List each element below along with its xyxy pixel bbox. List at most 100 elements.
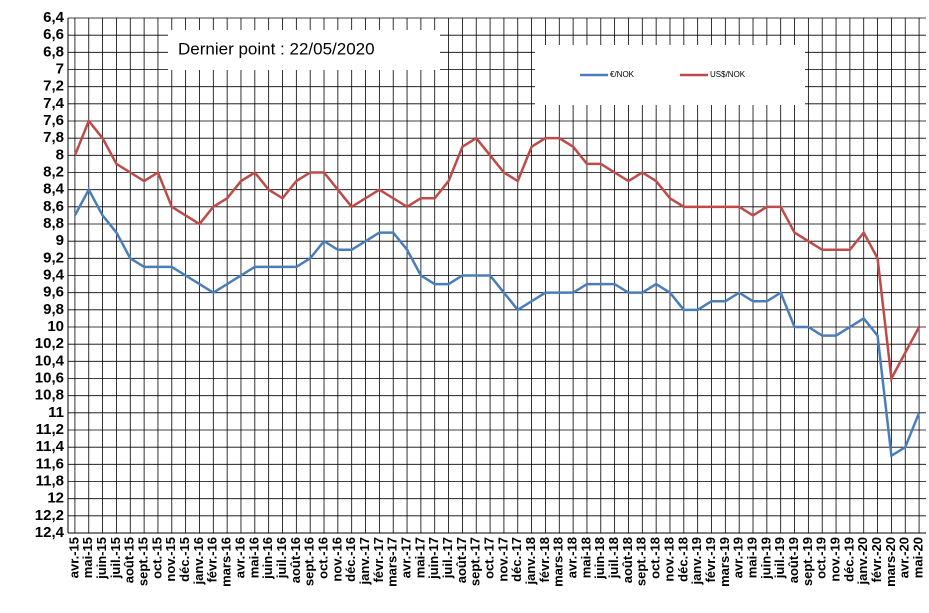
x-tick-label: févr.-19	[703, 537, 718, 583]
y-tick-label: 9	[56, 232, 64, 249]
y-tick-label: 8,6	[43, 198, 64, 215]
x-tick-label: janv.-18	[523, 537, 538, 585]
x-tick-label: août-19	[786, 537, 801, 583]
x-tick-label: avr.-20	[897, 537, 912, 578]
x-tick-label: déc.-19	[841, 537, 856, 582]
y-tick-label: 6,8	[43, 43, 64, 60]
x-tick-label: juin-15	[94, 537, 109, 580]
x-tick-label: nov.-16	[329, 537, 344, 582]
y-tick-label: 10	[47, 318, 64, 335]
x-tick-label: oct.-15	[149, 537, 164, 579]
x-tick-label: mars-19	[717, 537, 732, 587]
y-tick-label: 7	[56, 60, 64, 77]
x-tick-label: févr.-17	[371, 537, 386, 583]
x-tick-label: janv.-17	[357, 537, 372, 585]
x-tick-label: févr.-20	[869, 537, 884, 583]
y-tick-label: 7,6	[43, 112, 64, 129]
x-tick-label: août-17	[454, 537, 469, 583]
x-tick-label: mai-20	[911, 537, 926, 578]
x-tick-label: oct.-17	[482, 537, 497, 579]
y-tick-label: 12,2	[35, 507, 64, 524]
y-tick-label: 11,6	[36, 455, 64, 472]
y-tick-label: 9,4	[43, 266, 65, 283]
x-tick-label: mai-15	[80, 537, 95, 578]
x-tick-label: janv.-19	[689, 537, 704, 585]
y-tick-label: 11,8	[36, 472, 64, 489]
x-tick-label: août-18	[620, 537, 635, 583]
x-tick-label: janv.-20	[855, 537, 870, 585]
title-box	[168, 30, 440, 70]
x-tick-label: mai-17	[412, 537, 427, 578]
x-tick-label: août-15	[122, 537, 137, 583]
y-tick-label: 8,4	[43, 181, 65, 198]
y-tick-label: 12,4	[35, 524, 65, 541]
y-tick-label: 11,2	[36, 421, 64, 438]
legend: €/NOK US$/NOK	[580, 70, 746, 79]
x-tick-label: févr.-18	[537, 537, 552, 583]
x-tick-label: sept.-15	[136, 537, 151, 586]
y-tick-label: 10,4	[35, 352, 65, 369]
y-tick-label: 10,8	[35, 387, 64, 404]
x-tick-label: oct.-19	[814, 537, 829, 579]
y-tick-label: 10,6	[35, 369, 64, 386]
grid	[68, 17, 926, 534]
x-tick-label: mars-16	[219, 537, 234, 587]
y-tick-label: 6,6	[43, 26, 64, 43]
x-tick-label: juin-16	[260, 537, 275, 580]
x-tick-label: avr.-15	[66, 537, 81, 578]
x-tick-label: mai-19	[744, 537, 759, 578]
y-tick-label: 11	[48, 404, 64, 421]
x-tick-label: janv.-16	[191, 537, 206, 585]
y-tick-label: 12	[47, 490, 64, 507]
x-tick-label: sept.-17	[468, 537, 483, 586]
x-tick-label: juil.-18	[606, 537, 621, 579]
y-tick-label: 11,4	[36, 438, 65, 455]
legend-label: US$/NOK	[710, 70, 746, 79]
x-tick-label: nov.-15	[163, 537, 178, 582]
x-tick-label: mars-18	[551, 537, 566, 587]
y-tick-label: 9,2	[43, 249, 64, 266]
y-tick-label: 6,4	[43, 9, 65, 26]
x-tick-label: avr.-17	[398, 537, 413, 578]
y-tick-label: 9,6	[43, 284, 64, 301]
x-tick-label: sept.-16	[302, 537, 317, 586]
x-tick-label: mars-17	[385, 537, 400, 587]
x-tick-label: déc.-15	[177, 537, 192, 582]
x-tick-label: nov.-19	[827, 537, 842, 582]
legend-box	[535, 45, 805, 105]
y-tick-label: 8,8	[43, 215, 64, 232]
y-tick-label: 7,2	[43, 78, 64, 95]
x-tick-label: déc.-17	[509, 537, 524, 582]
x-tick-label: juin-19	[758, 537, 773, 580]
x-tick-label: déc.-16	[343, 537, 358, 582]
x-tick-label: juin-18	[592, 537, 607, 580]
x-tick-label: juil.-19	[772, 537, 787, 579]
x-tick-label: mars-20	[883, 537, 898, 587]
x-tick-label: nov.-18	[661, 537, 676, 582]
series-line	[73, 187, 921, 458]
x-tick-label: juil.-17	[440, 537, 455, 579]
x-tick-label: juil.-16	[274, 537, 289, 579]
x-tick-label: août-16	[288, 537, 303, 583]
x-tick-label: sept.-19	[800, 537, 815, 586]
x-tick-label: mai-16	[246, 537, 261, 578]
chart-title: Dernier point : 22/05/2020	[178, 39, 375, 58]
x-tick-label: juin-17	[426, 537, 441, 580]
y-tick-label: 9,8	[43, 301, 64, 318]
y-tick-label: 8,2	[43, 163, 64, 180]
y-tick-label: 7,4	[43, 95, 65, 112]
x-tick-label: mai-18	[578, 537, 593, 578]
x-tick-label: avr.-16	[232, 537, 247, 578]
x-tick-label: avr.-19	[731, 537, 746, 578]
lines	[73, 118, 921, 458]
x-tick-label: juil.-15	[108, 537, 123, 579]
x-tick-label: avr.-18	[565, 537, 580, 578]
axes: 6,46,66,877,27,47,67,888,28,48,68,899,29…	[35, 9, 926, 587]
x-tick-label: févr.-16	[205, 537, 220, 583]
y-tick-label: 8	[56, 146, 64, 163]
y-tick-label: 7,8	[43, 129, 64, 146]
x-tick-label: déc.-18	[675, 537, 690, 582]
x-tick-label: sept.-18	[634, 537, 649, 586]
y-tick-label: 10,2	[35, 335, 64, 352]
